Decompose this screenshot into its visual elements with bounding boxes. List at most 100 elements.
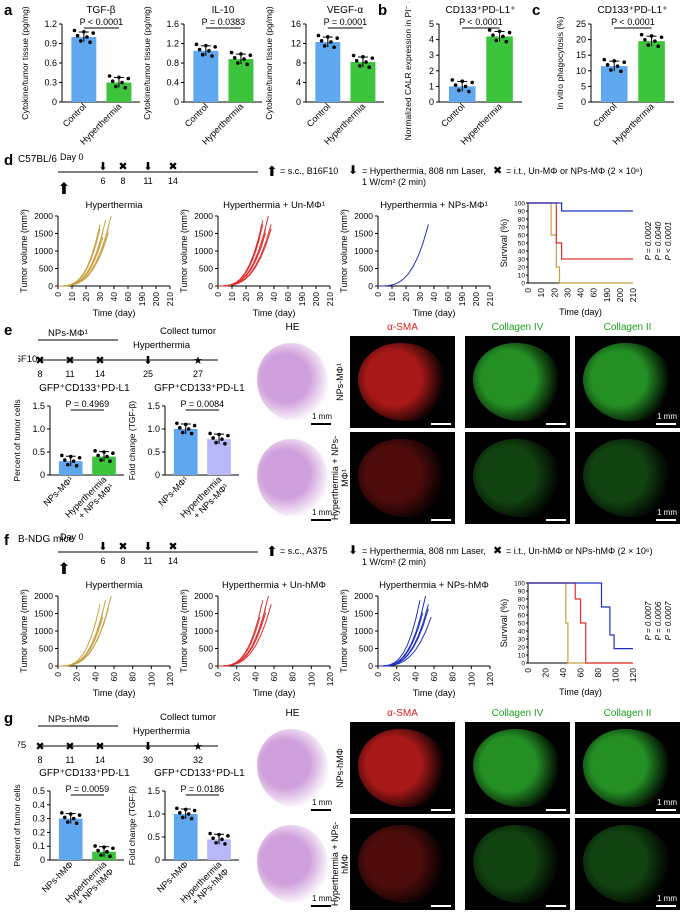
chart-title: CD133⁺PD-L1⁺ xyxy=(597,5,667,16)
data-point xyxy=(367,65,371,70)
x-tick-label: 80 xyxy=(593,668,603,678)
data-point xyxy=(335,36,339,40)
fluorescence-image: 1 mm xyxy=(575,818,680,910)
y-tick-label: 3 xyxy=(429,50,434,60)
x-tick-label: 20 xyxy=(549,288,559,298)
y-tick-label: 0 xyxy=(296,97,301,107)
growth-curve-un-hmphi-f: Hyperthermia + Un-hMΦ Tumor volume (mm³) 0… xyxy=(179,580,335,698)
scale-bar xyxy=(546,423,566,425)
fluorescence-image xyxy=(350,336,455,428)
x-tick-label: 0 xyxy=(373,672,383,677)
y-tick-label: 100 xyxy=(514,201,525,208)
x-tick-label: 30 xyxy=(562,288,572,298)
group-label: Control xyxy=(305,101,333,129)
day-tick: 8 xyxy=(37,369,42,379)
y-tick-label: 1 xyxy=(429,81,434,91)
data-point xyxy=(370,56,375,60)
y-tick-label: 4 xyxy=(296,78,301,88)
data-point xyxy=(74,464,79,468)
data-point xyxy=(653,39,657,43)
data-point xyxy=(88,40,92,44)
data-point xyxy=(245,62,249,67)
y-tick-label: 80 xyxy=(518,217,526,224)
bar xyxy=(173,814,198,860)
data-point xyxy=(605,63,610,67)
group-label: Control xyxy=(439,101,467,129)
day-tick: 27 xyxy=(193,369,203,379)
y-tick-label: 2000 xyxy=(354,211,373,221)
tissue-section xyxy=(256,439,329,517)
x-tick-label: 40 xyxy=(410,672,420,682)
y-tick-label: 1.2 xyxy=(166,39,179,49)
arrow-down-icon: ⬇ xyxy=(348,543,358,557)
data-point xyxy=(361,55,365,59)
x-axis-label: Time (day) xyxy=(559,687,602,697)
fluorescence-image xyxy=(465,722,570,814)
data-point xyxy=(105,454,109,459)
chart-title: Hyperthermia + NPs-MΦ¹ xyxy=(380,200,488,211)
data-point xyxy=(612,59,617,63)
x-tick-label: 60 xyxy=(589,288,599,298)
tissue-section xyxy=(358,729,447,807)
y-tick-label: 0 xyxy=(521,281,525,288)
data-point xyxy=(316,33,321,38)
day-tick: 14 xyxy=(168,176,178,186)
data-point xyxy=(211,436,215,440)
data-point xyxy=(117,75,121,80)
he-stain-image: 1 mm xyxy=(250,818,335,910)
chart-title: VEGF-α xyxy=(327,5,364,16)
data-point xyxy=(501,34,505,39)
cross-icon: ✖ xyxy=(493,545,502,557)
fluorescence-image: 1 mm xyxy=(575,722,680,814)
arrow-down-icon: ⬇ xyxy=(143,741,152,753)
data-point xyxy=(175,421,179,426)
legend-3: = i.t., Un-MΦ or NPs-MΦ (2 × 10⁶) xyxy=(506,166,643,176)
scale-bar xyxy=(431,905,451,907)
x-tick-label: 10 xyxy=(227,292,237,302)
chart-title: Hyperthermia xyxy=(85,580,143,591)
bar xyxy=(600,66,628,102)
x-tick-label: 0 xyxy=(213,672,223,677)
data-point xyxy=(180,430,185,435)
data-point xyxy=(78,39,83,43)
fluorescence-image xyxy=(350,818,455,910)
bar xyxy=(71,37,97,102)
data-point xyxy=(204,43,208,48)
y-tick-label: 1.0 xyxy=(32,424,45,434)
x-tick-label: 60 xyxy=(443,292,453,302)
tumor-growth-line xyxy=(377,224,429,287)
y-tick-label: 1000 xyxy=(34,246,53,256)
arrow-up-icon: ⬆ xyxy=(57,561,70,578)
data-point xyxy=(248,53,253,57)
bar xyxy=(486,36,513,103)
data-point xyxy=(460,79,465,83)
data-point xyxy=(114,84,118,89)
y-tick-label: 0.5 xyxy=(32,447,45,457)
x-axis-label: Time (day) xyxy=(413,308,456,318)
tumor-growth-line xyxy=(57,228,101,287)
histology-grid-e: HE α-SMA Collagen IV Collagen II 1 mm 1 mm NPs… xyxy=(245,322,685,527)
chart-title: IL-10 xyxy=(212,5,235,16)
data-point xyxy=(91,31,95,35)
x-tick-label: 100 xyxy=(306,672,316,686)
bar xyxy=(173,429,198,475)
data-point xyxy=(93,449,97,453)
tissue-section xyxy=(583,439,672,517)
panel-c-label: c xyxy=(532,2,541,19)
y-tick-label: 0 xyxy=(52,97,57,107)
hyperthermia-label: Hyperthermia xyxy=(133,726,191,737)
scale-bar-label: 1 mm xyxy=(657,412,677,421)
data-point xyxy=(85,35,89,39)
x-axis-label: Time (day) xyxy=(253,688,296,698)
y-tick-label: 30 xyxy=(518,257,526,264)
y-tick-label: 0.5 xyxy=(147,832,160,842)
y-tick-label: 1500 xyxy=(354,609,373,619)
y-tick-label: 0 xyxy=(581,97,586,107)
y-tick-label: 5 xyxy=(429,19,434,29)
y-tick-label: 10 xyxy=(576,66,586,76)
y-tick-label: 25 xyxy=(576,19,586,29)
p-value: P = 0.0059 xyxy=(66,784,110,794)
y-tick-label: 4 xyxy=(429,35,434,45)
data-point xyxy=(71,816,76,821)
day-tick: 6 xyxy=(100,556,105,566)
